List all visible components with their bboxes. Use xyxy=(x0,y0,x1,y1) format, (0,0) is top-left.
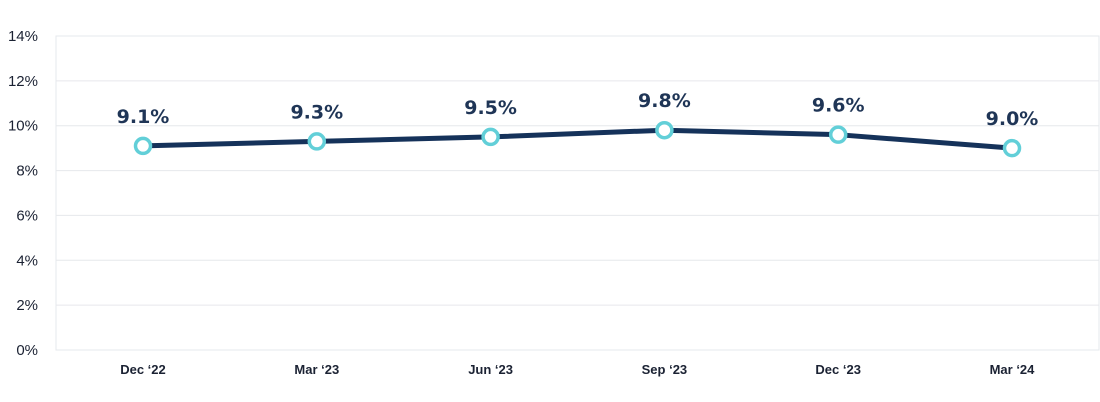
y-axis: 0% 2% 4% 6% 8% 10% 12% 14% xyxy=(8,28,38,359)
data-points xyxy=(133,120,1022,158)
data-label: 9.5% xyxy=(464,97,517,119)
y-tick-label: 6% xyxy=(16,207,38,224)
y-tick-label: 4% xyxy=(16,252,38,269)
series-line-layer xyxy=(140,127,1015,151)
y-tick-label: 0% xyxy=(16,342,38,359)
y-tick-label: 8% xyxy=(16,163,38,180)
data-label: 9.8% xyxy=(638,90,691,112)
x-tick-label: Mar ‘24 xyxy=(990,362,1036,377)
x-tick-label: Dec ‘22 xyxy=(120,362,166,377)
data-label: 9.6% xyxy=(812,95,865,117)
y-tick-label: 2% xyxy=(16,297,38,314)
x-tick-label: Jun ‘23 xyxy=(468,362,513,377)
data-label: 9.1% xyxy=(117,106,170,128)
grid-lines xyxy=(55,35,1100,351)
y-tick-label: 12% xyxy=(8,73,38,90)
data-point-marker xyxy=(133,136,153,156)
y-tick-label: 10% xyxy=(8,118,38,135)
series-line xyxy=(140,127,1015,151)
x-tick-label: Dec ‘23 xyxy=(815,362,861,377)
data-point-marker xyxy=(307,132,327,151)
x-tick-label: Mar ‘23 xyxy=(294,362,339,377)
x-tick-label: Sep ‘23 xyxy=(642,362,688,377)
data-label: 9.3% xyxy=(290,101,343,123)
data-point-marker xyxy=(1002,138,1022,158)
data-point-marker xyxy=(828,125,848,144)
plot-frame xyxy=(55,35,1100,351)
data-labels: 9.1% 9.3% 9.5% 9.8% 9.6% 9.0% xyxy=(117,90,1039,130)
x-axis: Dec ‘22 Mar ‘23 Jun ‘23 Sep ‘23 Dec ‘23 Mar ‘… xyxy=(120,362,1035,377)
data-label: 9.0% xyxy=(986,108,1039,130)
data-point-marker xyxy=(655,120,674,140)
y-tick-label: 14% xyxy=(8,28,38,45)
data-point-marker xyxy=(481,127,500,147)
